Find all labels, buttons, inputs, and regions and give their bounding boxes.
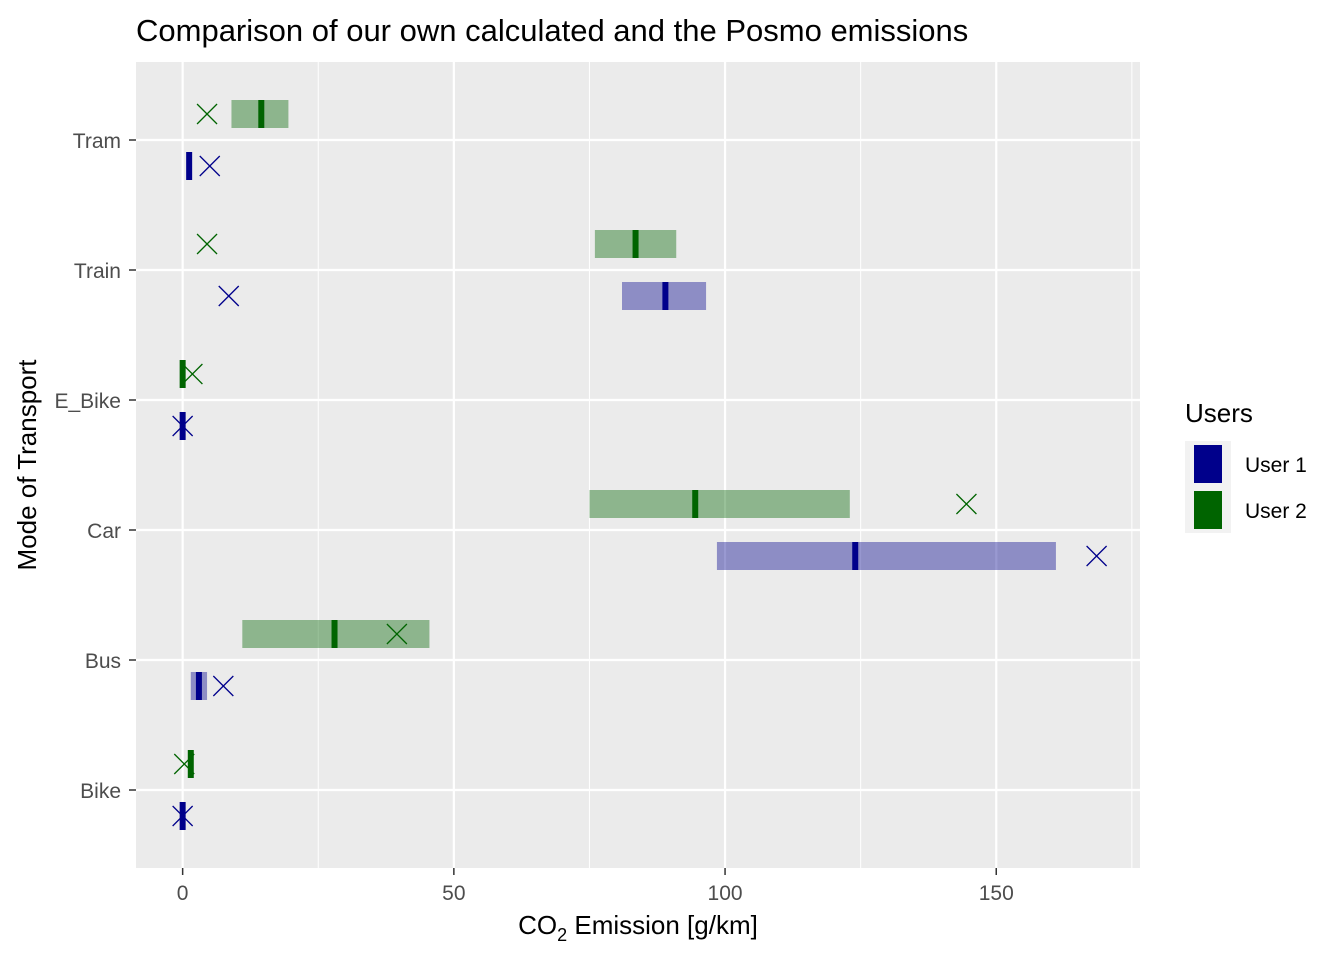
posmo-marker [173, 753, 195, 775]
posmo-marker [196, 103, 218, 125]
x-axis-title-subscript: 2 [557, 925, 567, 945]
y-tick-label: Bike [80, 780, 121, 803]
posmo-marker-stroke [172, 415, 194, 437]
x-tick-label: 0 [177, 882, 189, 905]
posmo-marker [172, 805, 194, 827]
legend-key-swatch [1194, 491, 1222, 529]
posmo-marker-stroke [212, 675, 234, 697]
posmo-marker-stroke [173, 753, 195, 775]
x-tick-label: 50 [442, 882, 465, 905]
posmo-marker-stroke [196, 103, 218, 125]
posmo-marker-stroke [172, 805, 194, 827]
y-tick-label: Bus [85, 650, 121, 673]
median-marker [331, 620, 338, 648]
posmo-marker-stroke [1086, 545, 1108, 567]
posmo-marker-stroke [199, 155, 221, 177]
posmo-marker-stroke [218, 285, 240, 307]
posmo-marker-stroke [386, 623, 408, 645]
posmo-marker [199, 155, 221, 177]
legend: Users User 1 User 2 [1185, 398, 1307, 533]
posmo-marker [386, 623, 408, 645]
posmo-marker-stroke [181, 363, 203, 385]
y-tick-label: Tram [73, 130, 121, 153]
posmo-markers [172, 103, 1108, 827]
posmo-marker [212, 675, 234, 697]
median-marker [692, 490, 699, 518]
chart-title: Comparison of our own calculated and the… [136, 13, 968, 48]
posmo-marker [955, 493, 977, 515]
posmo-marker-stroke [196, 233, 218, 255]
legend-label: User 1 [1245, 454, 1307, 477]
legend-title: Users [1185, 398, 1253, 428]
median-marker [852, 542, 859, 570]
posmo-marker [196, 233, 218, 255]
grid-lines [136, 62, 1140, 868]
range-bars [181, 100, 1056, 830]
median-marker [662, 282, 669, 310]
plot-panel [136, 62, 1140, 868]
median-marker [632, 230, 639, 258]
median-marker [258, 100, 265, 128]
median-marker [179, 360, 186, 388]
median-marker [186, 152, 193, 180]
posmo-marker-stroke [955, 493, 977, 515]
range-bar [589, 490, 850, 518]
posmo-marker [1086, 545, 1108, 567]
x-tick-label: 150 [979, 882, 1014, 905]
y-axis-title: Mode of Transport [12, 359, 42, 571]
legend-key-swatch [1194, 445, 1222, 483]
legend-entries: User 1 User 2 [1185, 441, 1307, 533]
posmo-marker [218, 285, 240, 307]
x-axis-title-prefix: CO [518, 910, 557, 940]
y-tick-label: E_Bike [54, 390, 121, 413]
x-tick-label: 100 [708, 882, 743, 905]
x-axis: 0 50 100 150 [177, 868, 1014, 905]
posmo-marker [172, 415, 194, 437]
posmo-marker [181, 363, 203, 385]
x-axis-title: CO2 Emission [g/km] [518, 910, 758, 945]
y-tick-label: Car [87, 520, 121, 543]
y-axis: Bike Bus Car E_Bike Train Tram [54, 130, 136, 803]
y-tick-label: Train [74, 260, 121, 283]
legend-label: User 2 [1245, 500, 1307, 523]
x-axis-title-suffix: Emission [g/km] [567, 910, 758, 940]
median-marker [187, 750, 194, 778]
range-bar [716, 542, 1056, 570]
median-marker [195, 672, 202, 700]
